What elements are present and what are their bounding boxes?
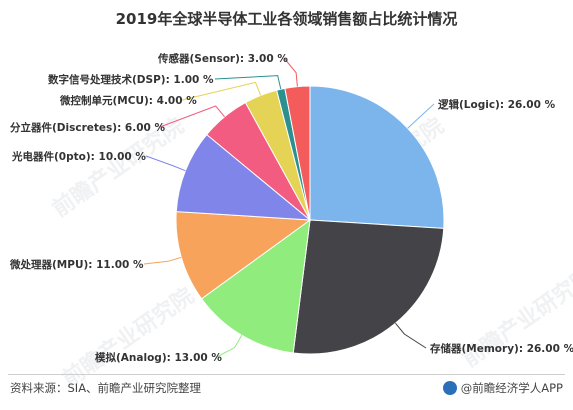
slice-label: 光电器件(0pto): 10.00 %: [11, 150, 146, 163]
pie-slice: [175, 133, 312, 221]
label-connector: [159, 105, 225, 128]
credit: @前瞻经济学人APP: [442, 380, 563, 396]
chart-title: 2019年全球半导体工业各领域销售额占比统计情况: [115, 10, 458, 28]
label-connector: [407, 103, 435, 129]
slice-label: 微控制单元(MCU): 4.00 %: [59, 94, 197, 107]
label-connector: [216, 335, 243, 358]
credit-text: @前瞻经济学人APP: [460, 381, 563, 395]
slice-label: 分立器件(Discretes): 6.00 %: [10, 121, 165, 134]
slice-label: 逻辑(Logic): 26.00 %: [438, 98, 556, 111]
brand-icon: [442, 381, 457, 395]
label-connector: [395, 322, 427, 349]
slice-label: 存储器(Memory): 26.00 %: [430, 342, 573, 355]
slice-label: 数字信号处理技术(DSP): 1.00 %: [47, 73, 214, 86]
footer-divider: [8, 374, 565, 375]
source-note: 资料来源：SIA、前瞻产业研究院整理: [10, 381, 202, 395]
label-connector: [283, 57, 298, 87]
slice-label: 模拟(Analog): 13.00 %: [95, 351, 222, 364]
pie-slice: [309, 85, 445, 229]
pie-slice: [292, 219, 445, 355]
label-connector: [214, 75, 282, 90]
slice-label: 微处理器(MPU): 11.00 %: [9, 258, 144, 271]
pie-chart: 逻辑(Logic): 26.00 % 存储器(Memory): 26.00 % 模拟…: [9, 52, 573, 364]
label-connector: [143, 256, 182, 265]
label-connector: [145, 155, 186, 172]
label-connector: [181, 81, 262, 101]
pie-slice: [175, 211, 312, 300]
slice-label: 传感器(Sensor): 3.00 %: [157, 52, 288, 65]
